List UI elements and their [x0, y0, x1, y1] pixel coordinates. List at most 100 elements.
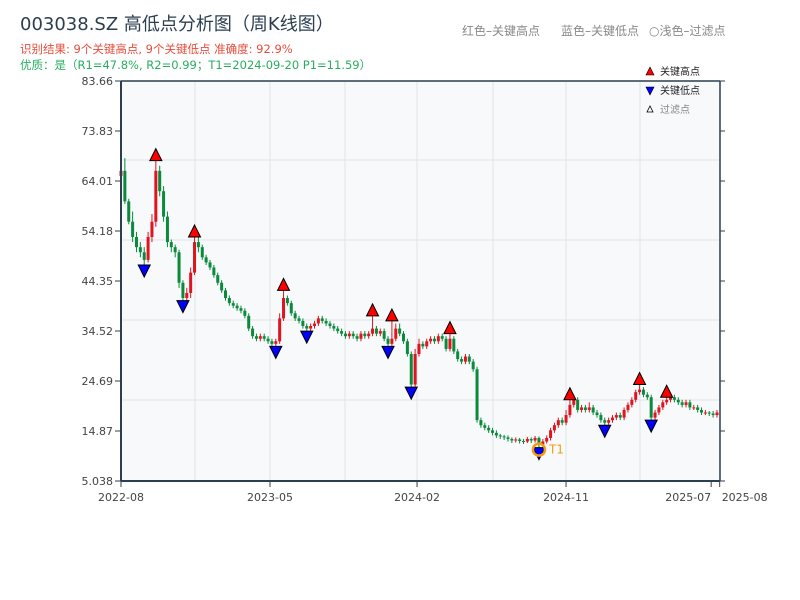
candle-body	[541, 441, 545, 445]
candle-body	[587, 407, 591, 410]
chart-title: 003038.SZ 高低点分析图（周K线图）	[20, 14, 334, 35]
key-high-marker	[563, 386, 577, 401]
candle-body	[634, 392, 638, 400]
candle	[645, 392, 649, 400]
candle-body	[390, 338, 394, 344]
candle	[549, 427, 553, 441]
candle-body	[533, 437, 537, 441]
candle-body	[285, 298, 289, 304]
hint-light: ○浅色–过滤点	[649, 24, 726, 38]
candle-body	[549, 430, 553, 438]
candle-body	[591, 407, 595, 413]
candle-body	[618, 415, 622, 418]
candle-body	[607, 420, 611, 423]
candle-body	[564, 415, 568, 423]
candle-body	[506, 437, 510, 439]
candle-body	[367, 333, 371, 337]
candle-body	[196, 242, 200, 248]
candle	[254, 333, 258, 342]
candle	[498, 433, 502, 439]
candle-body	[510, 438, 514, 441]
x-tick-label: 2024-11	[543, 491, 589, 504]
legend-item: 关键高点	[645, 65, 700, 78]
candle	[556, 417, 560, 428]
candle	[340, 328, 344, 337]
candle-body	[177, 252, 181, 283]
candle-body	[537, 437, 541, 445]
candle-body	[514, 439, 518, 441]
candle-body	[313, 323, 316, 327]
candle	[552, 422, 556, 433]
candle	[212, 264, 216, 278]
candle-body	[487, 427, 491, 431]
legend-filtered-icon	[646, 105, 654, 113]
key-low-marker	[644, 419, 658, 434]
candle-body	[479, 420, 483, 426]
candle-body	[309, 326, 313, 329]
candle	[432, 336, 436, 344]
candle	[672, 394, 676, 403]
x-tick-label: 2025-08	[722, 491, 768, 504]
candle-body	[274, 341, 278, 344]
candle	[223, 287, 227, 301]
candle	[390, 320, 394, 347]
candle-body	[278, 318, 282, 342]
x-tick-label: 2025-07	[665, 491, 711, 504]
candle-body	[467, 356, 471, 362]
candle	[309, 323, 313, 332]
key-high-marker	[385, 307, 399, 322]
legend-item: 关键低点	[645, 84, 700, 97]
candle	[649, 394, 653, 421]
candle-body	[595, 412, 599, 416]
candle	[521, 438, 525, 445]
candle	[700, 407, 703, 416]
candle	[359, 331, 363, 342]
candle	[715, 409, 719, 418]
candle-body	[688, 402, 692, 408]
candle-body	[293, 313, 297, 319]
candle	[328, 320, 332, 329]
candle	[638, 384, 642, 395]
candle	[394, 323, 398, 342]
candle-body	[676, 399, 680, 403]
candle-body	[266, 338, 270, 342]
candle-body	[665, 399, 669, 403]
candle-body	[610, 417, 614, 421]
candle-body	[154, 170, 158, 222]
candle	[653, 409, 657, 421]
candle	[444, 336, 448, 352]
candle-body	[711, 413, 715, 416]
key-high-marker	[365, 302, 380, 317]
candle	[467, 354, 471, 365]
candle	[595, 409, 599, 418]
candle	[587, 402, 591, 413]
candle-body	[305, 326, 309, 329]
candle	[227, 295, 231, 306]
candle	[316, 315, 320, 327]
candle-body	[251, 328, 255, 337]
candle-body	[672, 397, 676, 400]
candle-body	[452, 338, 456, 352]
candle-body	[328, 323, 332, 327]
candle-body	[460, 359, 464, 362]
candle	[661, 399, 665, 410]
candle	[138, 242, 142, 258]
candle-body	[653, 412, 657, 418]
candle	[607, 417, 611, 426]
candle-body	[525, 438, 529, 442]
candle	[514, 437, 518, 443]
candle	[413, 348, 417, 388]
candle	[440, 333, 444, 342]
candle	[355, 333, 359, 342]
candle-body	[715, 412, 719, 416]
candle	[448, 333, 452, 352]
candle	[533, 435, 537, 443]
candle-body	[169, 242, 173, 248]
quality-summary: 优质：是（R1=47.8%, R2=0.99；T1=2024-09-20 P1=…	[20, 58, 372, 72]
candle	[220, 280, 224, 293]
candle	[568, 399, 572, 418]
candle	[123, 158, 127, 204]
candle	[502, 434, 506, 440]
candle	[402, 331, 406, 344]
candle-body	[204, 257, 208, 263]
